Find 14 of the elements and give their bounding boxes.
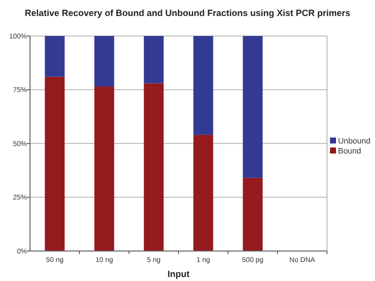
bar (144, 36, 164, 84)
legend-label: Bound (338, 146, 362, 156)
bar (193, 36, 214, 135)
x-axis-title: Input (168, 269, 190, 279)
bar (242, 36, 263, 178)
bar (193, 134, 214, 251)
legend-label: Unbound (338, 136, 370, 146)
bar (94, 86, 114, 251)
chart-title: Relative Recovery of Bound and Unbound Fractions using Xist PCR primers (24, 8, 350, 18)
bar (44, 36, 65, 77)
bar (94, 36, 114, 87)
bar (144, 83, 164, 251)
bar (242, 178, 263, 251)
bar (44, 76, 65, 251)
